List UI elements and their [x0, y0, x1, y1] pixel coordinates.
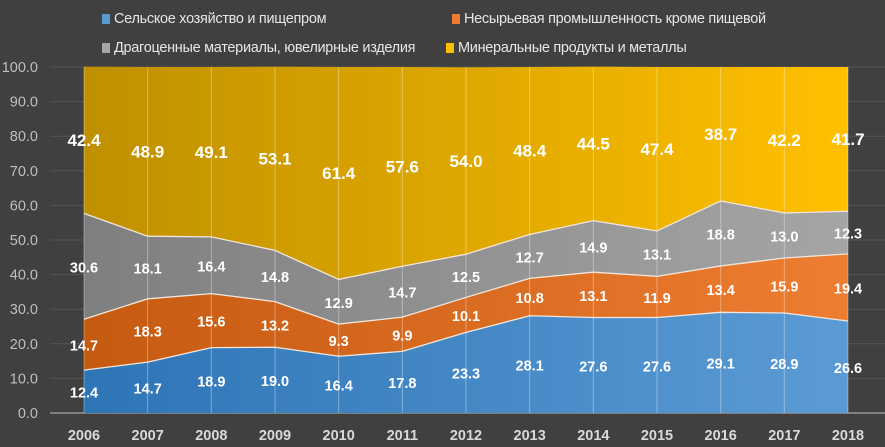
- data-label: 9.3: [329, 334, 349, 350]
- legend-label: Сельское хозяйство и пищепром: [114, 11, 327, 27]
- data-label: 49.1: [195, 143, 228, 162]
- x-tick-label: 2018: [832, 428, 864, 444]
- series-boundary-line: [83, 200, 849, 281]
- x-tick-label: 2011: [387, 428, 418, 444]
- legend-swatch-icon: [446, 43, 454, 53]
- data-label: 14.8: [261, 270, 289, 286]
- series-boundary-line: [83, 253, 849, 325]
- legend-swatch-icon: [102, 14, 110, 24]
- y-tick-label: 60.0: [10, 198, 38, 214]
- data-label: 42.4: [67, 131, 101, 150]
- data-label: 17.8: [388, 376, 416, 392]
- data-label: 26.6: [834, 361, 862, 377]
- data-label: 10.1: [452, 309, 480, 325]
- data-label: 57.6: [386, 158, 419, 177]
- legend-item-agriculture: Сельское хозяйство и пищепром: [102, 11, 327, 27]
- x-tick-label: 2010: [323, 428, 355, 444]
- data-label: 42.2: [768, 131, 801, 150]
- data-label: 19.0: [261, 374, 289, 390]
- x-tick-label: 2009: [259, 428, 291, 444]
- legend-label: Минеральные продукты и металлы: [458, 40, 687, 56]
- data-label: 27.6: [643, 359, 671, 375]
- data-label: 12.7: [516, 250, 544, 266]
- data-label: 10.8: [516, 291, 544, 307]
- x-tick-label: 2007: [132, 428, 164, 444]
- data-label: 9.9: [392, 328, 412, 344]
- x-tick-label: 2016: [705, 428, 737, 444]
- area-series-3: [84, 66, 848, 280]
- data-label: 48.4: [513, 142, 547, 161]
- data-label: 38.7: [704, 125, 737, 144]
- x-tick-label: 2008: [195, 428, 227, 444]
- data-label: 14.7: [134, 382, 162, 398]
- data-label: 53.1: [258, 150, 291, 169]
- x-tick-label: 2013: [514, 428, 546, 444]
- data-label: 18.1: [134, 262, 162, 278]
- y-tick-label: 30.0: [10, 302, 38, 318]
- x-tick-label: 2012: [450, 428, 482, 444]
- data-label: 12.9: [325, 296, 353, 312]
- data-label: 44.5: [577, 135, 610, 154]
- legend-item-nonraw-industry: Несырьевая промышленность кроме пищевой: [452, 11, 766, 27]
- data-label: 30.6: [70, 260, 98, 276]
- data-label: 18.8: [707, 227, 735, 243]
- data-label: 12.4: [70, 386, 98, 402]
- data-label: 14.7: [70, 339, 98, 355]
- data-label: 16.4: [325, 379, 353, 395]
- y-tick-label: 80.0: [10, 129, 38, 145]
- data-label: 11.9: [643, 291, 670, 307]
- data-label: 13.1: [579, 289, 607, 305]
- data-label: 48.9: [131, 143, 164, 162]
- data-label: 14.9: [579, 240, 607, 256]
- data-label: 27.6: [579, 359, 607, 375]
- legend-item-precious: Драгоценные материалы, ювелирные изделия: [102, 40, 415, 56]
- data-label: 13.0: [770, 230, 798, 246]
- data-label: 13.4: [707, 283, 735, 299]
- y-tick-label: 70.0: [10, 164, 38, 180]
- legend-swatch-icon: [452, 14, 460, 24]
- area-series-2: [84, 200, 848, 325]
- x-tick-label: 2015: [641, 428, 673, 444]
- legend-label: Драгоценные материалы, ювелирные изделия: [114, 40, 416, 56]
- area-series-0: [84, 312, 848, 413]
- data-label: 16.4: [197, 259, 225, 275]
- x-tick-label: 2006: [68, 428, 100, 444]
- area-series-1: [84, 253, 848, 371]
- data-label: 41.7: [831, 130, 864, 149]
- data-label: 13.2: [261, 318, 289, 334]
- data-label: 19.4: [834, 281, 862, 297]
- y-tick-label: 90.0: [10, 95, 38, 111]
- y-tick-label: 20.0: [10, 337, 38, 353]
- y-tick-label: 10.0: [10, 371, 38, 387]
- data-label: 54.0: [449, 152, 482, 171]
- legend-label: Несырьевая промышленность кроме пищевой: [464, 11, 766, 27]
- y-tick-label: 100.0: [2, 60, 38, 76]
- data-label: 13.1: [643, 248, 671, 264]
- y-tick-label: 50.0: [10, 233, 38, 249]
- data-label: 12.3: [834, 227, 862, 243]
- y-tick-label: 40.0: [10, 268, 38, 284]
- data-label: 29.1: [707, 357, 735, 373]
- data-label: 18.3: [134, 324, 162, 340]
- data-label: 15.9: [770, 279, 798, 295]
- data-label: 15.6: [197, 315, 225, 331]
- legend-item-minerals: Минеральные продукты и металлы: [446, 40, 687, 56]
- data-label: 18.9: [197, 374, 225, 390]
- x-tick-label: 2014: [577, 428, 609, 444]
- series-boundary-line: [83, 311, 849, 371]
- x-tick-label: 2017: [768, 428, 800, 444]
- data-label: 14.7: [388, 286, 416, 302]
- data-label: 28.9: [770, 357, 798, 373]
- y-tick-label: 0.0: [18, 406, 38, 422]
- data-label: 23.3: [452, 367, 480, 383]
- legend-swatch-icon: [102, 43, 110, 53]
- data-label: 61.4: [322, 164, 356, 183]
- data-label: 12.5: [452, 270, 480, 286]
- data-label: 28.1: [516, 358, 544, 374]
- data-label: 47.4: [640, 140, 674, 159]
